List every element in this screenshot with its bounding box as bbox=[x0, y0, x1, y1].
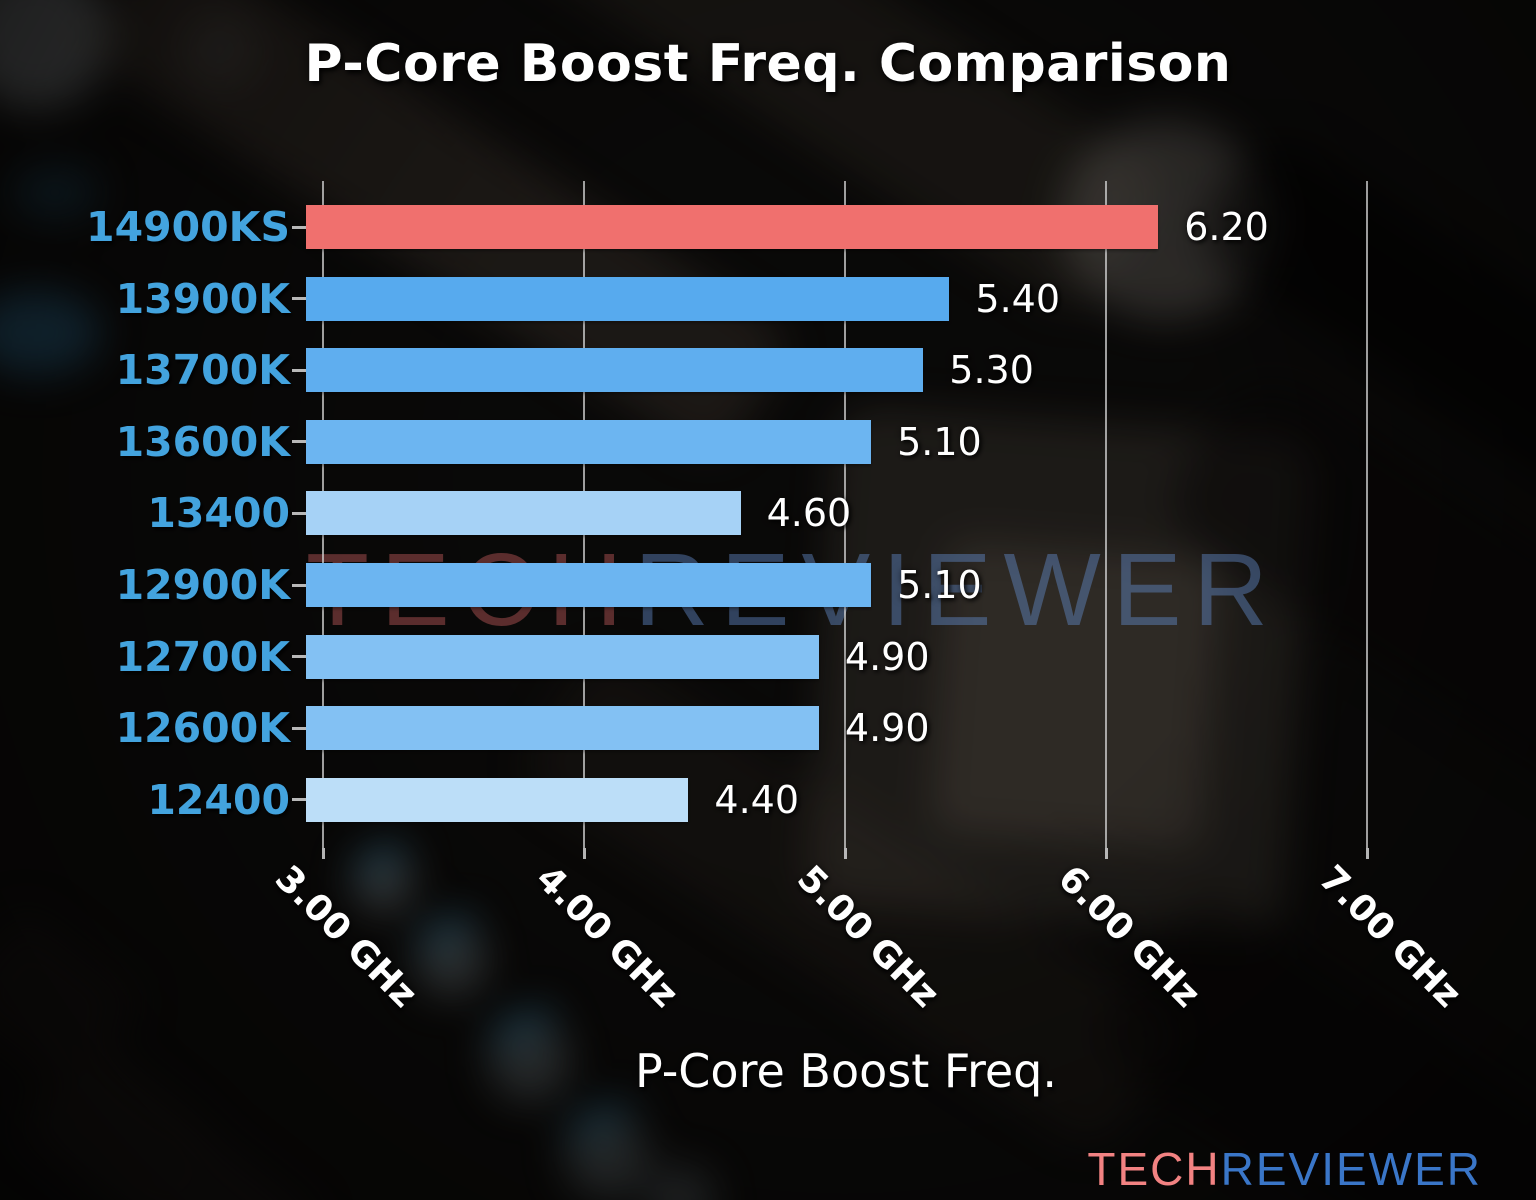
y-tick-mark bbox=[292, 440, 306, 444]
bar bbox=[306, 348, 924, 393]
x-axis-label: P-Core Boost Freq. bbox=[634, 1044, 1058, 1098]
chart-title: P-Core Boost Freq. Comparison bbox=[304, 34, 1232, 94]
bar bbox=[306, 634, 819, 679]
y-tick-mark bbox=[292, 583, 306, 587]
value-label: 6.20 bbox=[1184, 205, 1269, 249]
category-label: 12400 bbox=[147, 775, 290, 824]
x-tick-label: 6.00 GHz bbox=[1050, 858, 1261, 1016]
logo-reviewer: REVIEWER bbox=[1220, 1143, 1482, 1195]
category-label: 13700K bbox=[115, 346, 290, 395]
x-tick-mark bbox=[583, 848, 586, 859]
x-tick-label-text: 3.00 GHz bbox=[267, 858, 425, 1016]
gridline bbox=[844, 181, 846, 848]
value-label: 4.60 bbox=[766, 491, 852, 536]
x-tick-label-text: 5.00 GHz bbox=[789, 858, 947, 1016]
x-tick-mark bbox=[1366, 848, 1369, 859]
category-label: 13600K bbox=[115, 417, 290, 466]
bar bbox=[306, 706, 819, 751]
value-label: 4.90 bbox=[844, 706, 930, 751]
value-label: 5.10 bbox=[897, 419, 982, 464]
y-tick-mark bbox=[292, 798, 306, 802]
y-tick-mark bbox=[292, 225, 306, 229]
value-label: 4.40 bbox=[714, 777, 799, 822]
value-label: 5.30 bbox=[949, 348, 1034, 393]
x-tick-label: 5.00 GHz bbox=[789, 858, 1000, 1016]
x-tick-label: 4.00 GHz bbox=[528, 858, 739, 1016]
y-tick-mark bbox=[292, 368, 306, 372]
brand-logo: TECHREVIEWER bbox=[1087, 1146, 1482, 1192]
bar bbox=[306, 276, 950, 321]
x-tick-label: 3.00 GHz bbox=[267, 858, 478, 1016]
bar bbox=[306, 563, 872, 607]
x-tick-label-text: 6.00 GHz bbox=[1050, 858, 1208, 1016]
y-tick-mark bbox=[292, 655, 306, 659]
bar bbox=[306, 205, 1159, 249]
category-label: 13900K bbox=[115, 274, 290, 323]
x-tick-mark bbox=[1105, 848, 1108, 859]
category-label: 12900K bbox=[115, 561, 290, 609]
category-label: 12600K bbox=[115, 704, 290, 753]
y-tick-mark bbox=[292, 511, 306, 515]
gridline bbox=[1366, 181, 1368, 848]
value-label: 5.40 bbox=[975, 276, 1060, 321]
x-tick-label-text: 4.00 GHz bbox=[528, 858, 686, 1016]
logo-tech: TECH bbox=[1087, 1143, 1221, 1195]
x-tick-label: 7.00 GHz bbox=[1311, 858, 1522, 1016]
x-tick-mark bbox=[322, 848, 325, 859]
x-tick-mark bbox=[844, 848, 847, 859]
y-tick-mark bbox=[292, 726, 306, 730]
category-label: 14900KS bbox=[86, 203, 290, 251]
category-label: 13400 bbox=[147, 489, 290, 538]
bar bbox=[306, 491, 741, 536]
value-label: 4.90 bbox=[844, 634, 930, 679]
y-tick-mark bbox=[292, 297, 306, 301]
category-label: 12700K bbox=[115, 632, 290, 681]
x-tick-label-text: 7.00 GHz bbox=[1311, 858, 1469, 1016]
gridline bbox=[1105, 181, 1107, 848]
bar bbox=[306, 419, 872, 464]
bar bbox=[306, 777, 689, 822]
value-label: 5.10 bbox=[897, 563, 982, 607]
